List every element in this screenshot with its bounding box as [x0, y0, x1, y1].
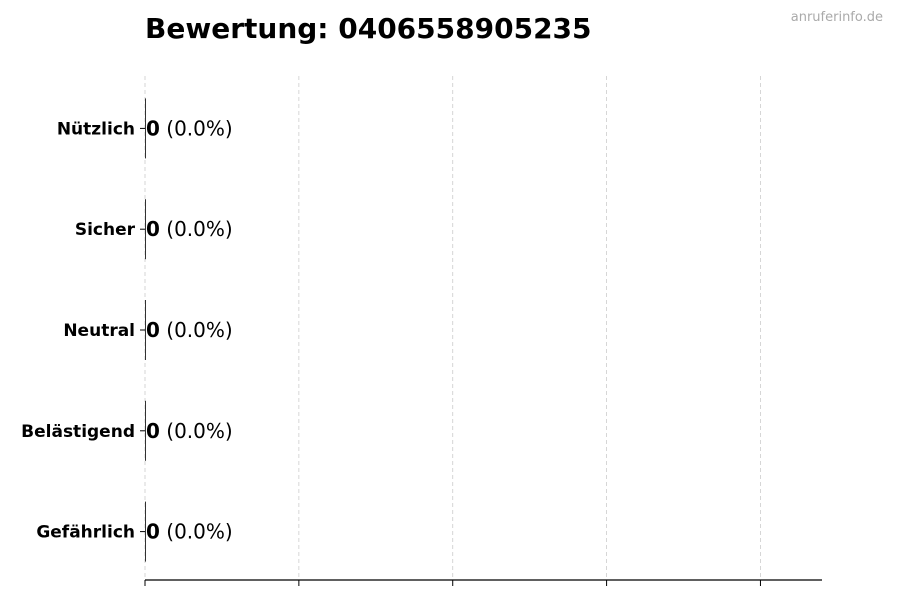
data-label-count: 0 — [146, 116, 160, 140]
data-label: 0 (0.0%) — [146, 419, 233, 443]
data-label-percent: (0.0%) — [160, 520, 233, 544]
data-label-count: 0 — [146, 520, 160, 544]
y-tick-label: Nützlich — [57, 119, 135, 139]
bar — [145, 300, 146, 360]
bar — [145, 400, 146, 461]
data-label: 0 (0.0%) — [146, 116, 233, 140]
data-label-count: 0 — [146, 419, 160, 443]
data-label: 0 (0.0%) — [146, 217, 233, 241]
data-label-percent: (0.0%) — [160, 217, 233, 241]
watermark: anruferinfo.de — [790, 10, 883, 25]
y-tick-label: Neutral — [63, 321, 135, 341]
bar — [145, 501, 146, 562]
bar — [145, 98, 146, 159]
data-label: 0 (0.0%) — [146, 520, 233, 544]
data-label-percent: (0.0%) — [160, 116, 233, 140]
chart-title: Bewertung: 0406558905235 — [145, 12, 592, 45]
data-label-percent: (0.0%) — [160, 419, 233, 443]
bar — [145, 199, 146, 260]
y-tick-label: Gefährlich — [36, 523, 135, 543]
data-label-percent: (0.0%) — [160, 318, 233, 342]
y-tick-label: Belästigend — [21, 422, 135, 442]
data-label: 0 (0.0%) — [146, 318, 233, 342]
y-tick-label: Sicher — [75, 220, 136, 240]
data-label-count: 0 — [146, 217, 160, 241]
data-label-count: 0 — [146, 318, 160, 342]
